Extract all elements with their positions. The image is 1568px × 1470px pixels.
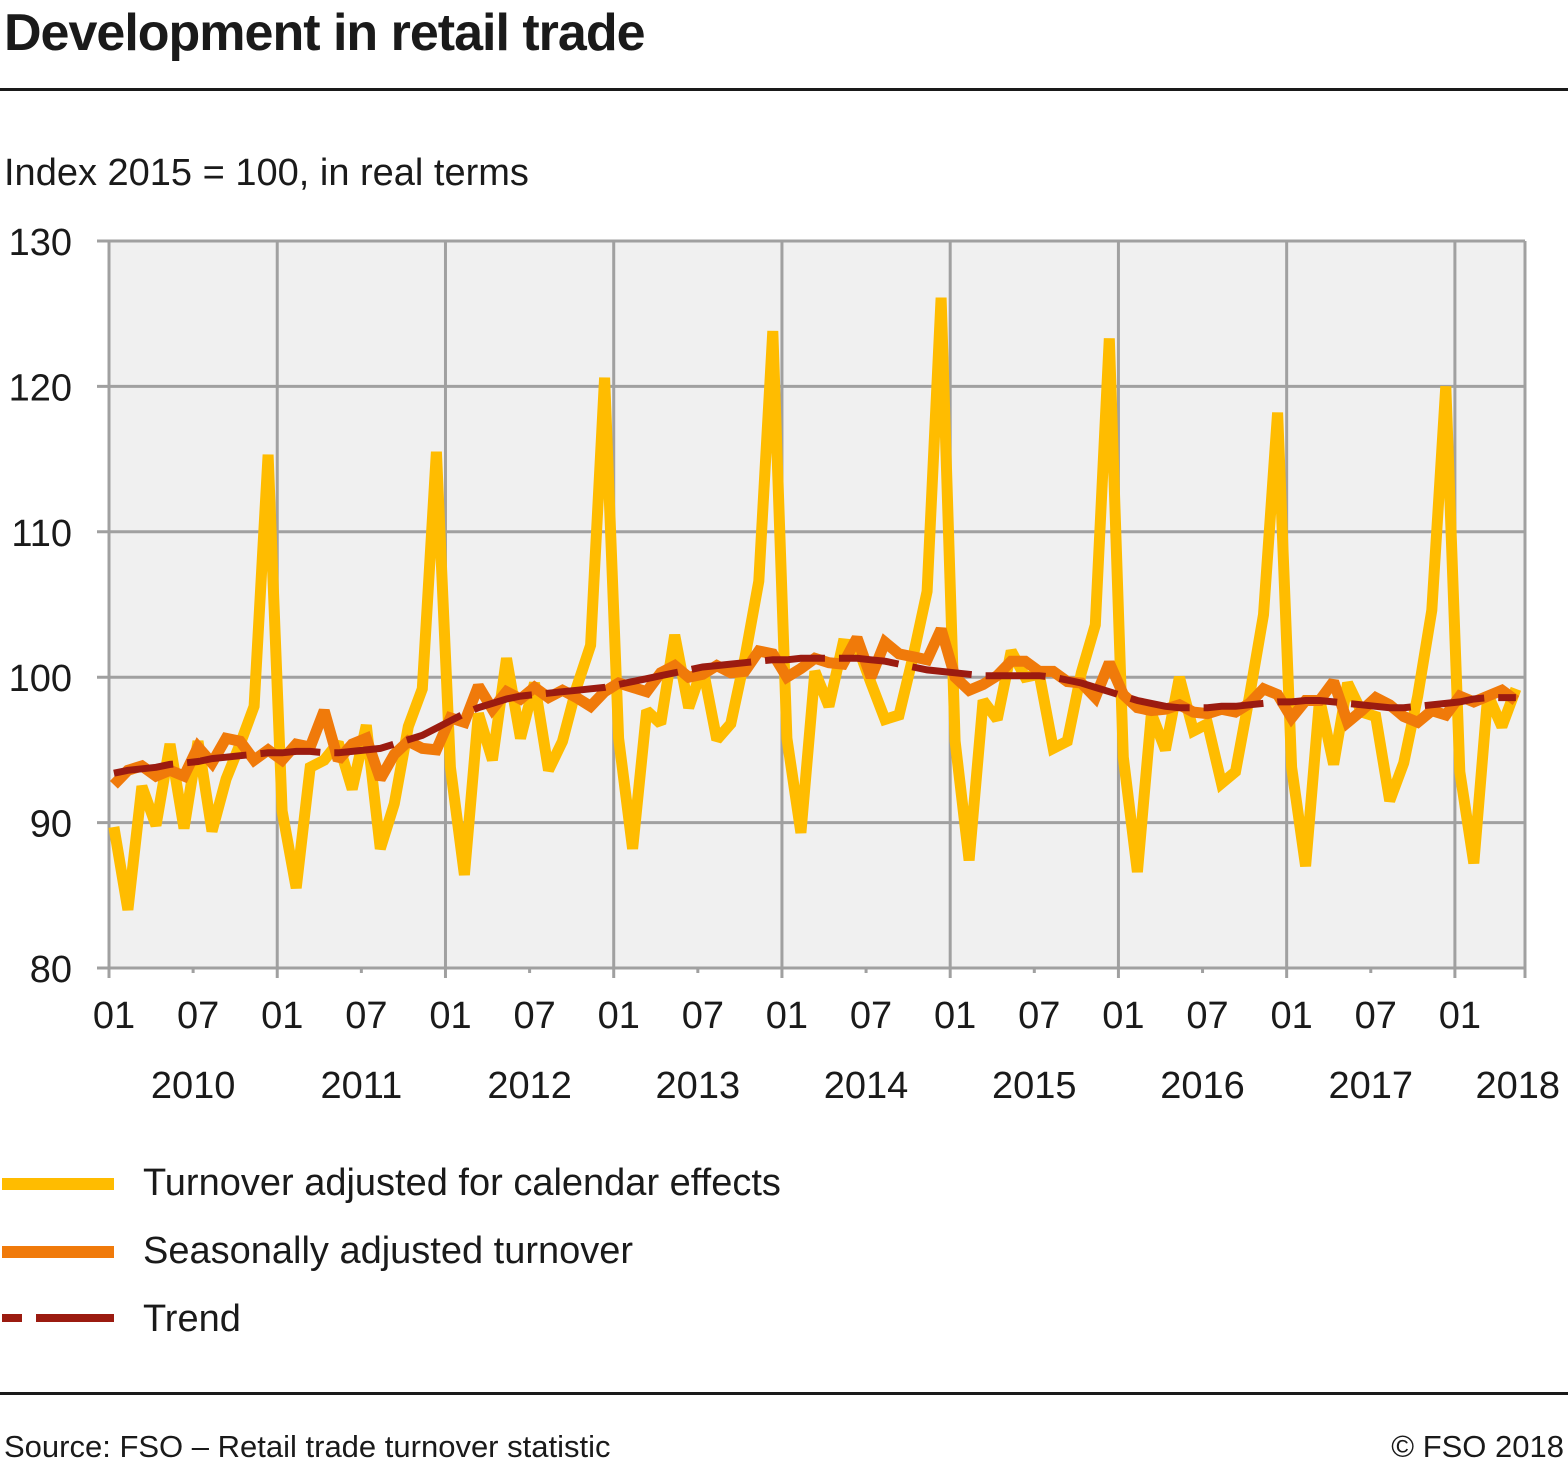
x-year-label: 2012 [487,1065,572,1107]
legend-label-trend: Trend [143,1298,241,1340]
x-year-label: 2018 [1475,1065,1560,1107]
legend-label-seasonal: Seasonally adjusted turnover [143,1230,634,1272]
x-tick-label: 07 [850,995,892,1037]
x-tick-label: 01 [1102,995,1144,1037]
x-tick-label: 07 [177,995,219,1037]
x-tick-label: 07 [682,995,724,1037]
legend-label-calendar: Turnover adjusted for calendar effects [143,1162,781,1204]
x-tick-label: 01 [766,995,808,1037]
plot-area [109,241,1525,968]
legend-swatch-seasonal [2,1246,114,1258]
x-year-label: 2010 [151,1065,236,1107]
x-year-label: 2017 [1329,1065,1414,1107]
x-tick-label: 01 [934,995,976,1037]
series-layer [108,297,1522,911]
x-tick-label: 07 [1018,995,1060,1037]
footer-divider [0,1392,1568,1395]
copyright-note: © FSO 2018 [1391,1429,1564,1464]
x-tick-label: 01 [261,995,303,1037]
source-note: Source: FSO – Retail trade turnover stat… [4,1429,611,1464]
y-tick-label: 100 [9,658,72,700]
x-year-label: 2015 [992,1065,1077,1107]
chart-title: Development in retail trade [4,4,646,62]
x-tick-label: 01 [598,995,640,1037]
x-tick-label: 01 [1439,995,1481,1037]
x-tick-label: 07 [1186,995,1228,1037]
series-calendar-adjusted-line [108,297,1522,911]
series-trend [113,654,1516,777]
x-year-label: 2014 [824,1065,909,1107]
x-tick-label: 01 [93,995,135,1037]
x-year-label: 2013 [656,1065,741,1107]
legend-item-calendar: Turnover adjusted for calendar effects [0,1158,1000,1208]
title-divider [0,88,1568,91]
legend-swatch-calendar [2,1178,114,1190]
x-tick-label: 07 [513,995,555,1037]
x-tick-label: 01 [429,995,471,1037]
x-tick-label: 07 [345,995,387,1037]
x-tick-label: 07 [1355,995,1397,1037]
y-tick-label: 90 [30,804,72,846]
legend-item-trend: Trend [0,1294,1000,1344]
series-trend-line [113,654,1516,777]
y-tick-label: 120 [9,367,72,409]
x-axis: 01 07 01 07 01 07 01 07 01 07 01 07 01 07 01 07 01 2010 20… [93,995,1560,1107]
x-year-label: 2011 [320,1065,402,1107]
legend-swatch-trend-dash [2,1314,22,1322]
legend-item-seasonal: Seasonally adjusted turnover [0,1226,1000,1276]
y-tick-label: 110 [11,513,72,555]
series-calendar-adjusted [108,297,1522,911]
y-axis: 80 90 100 110 120 130 [9,222,72,991]
y-tick-label: 130 [9,222,72,264]
y-tick-label: 80 [30,949,72,991]
x-year-label: 2016 [1160,1065,1245,1107]
x-tick-label: 01 [1271,995,1313,1037]
chart-subtitle: Index 2015 = 100, in real terms [4,152,529,194]
legend-swatch-trend-dash [36,1314,114,1322]
